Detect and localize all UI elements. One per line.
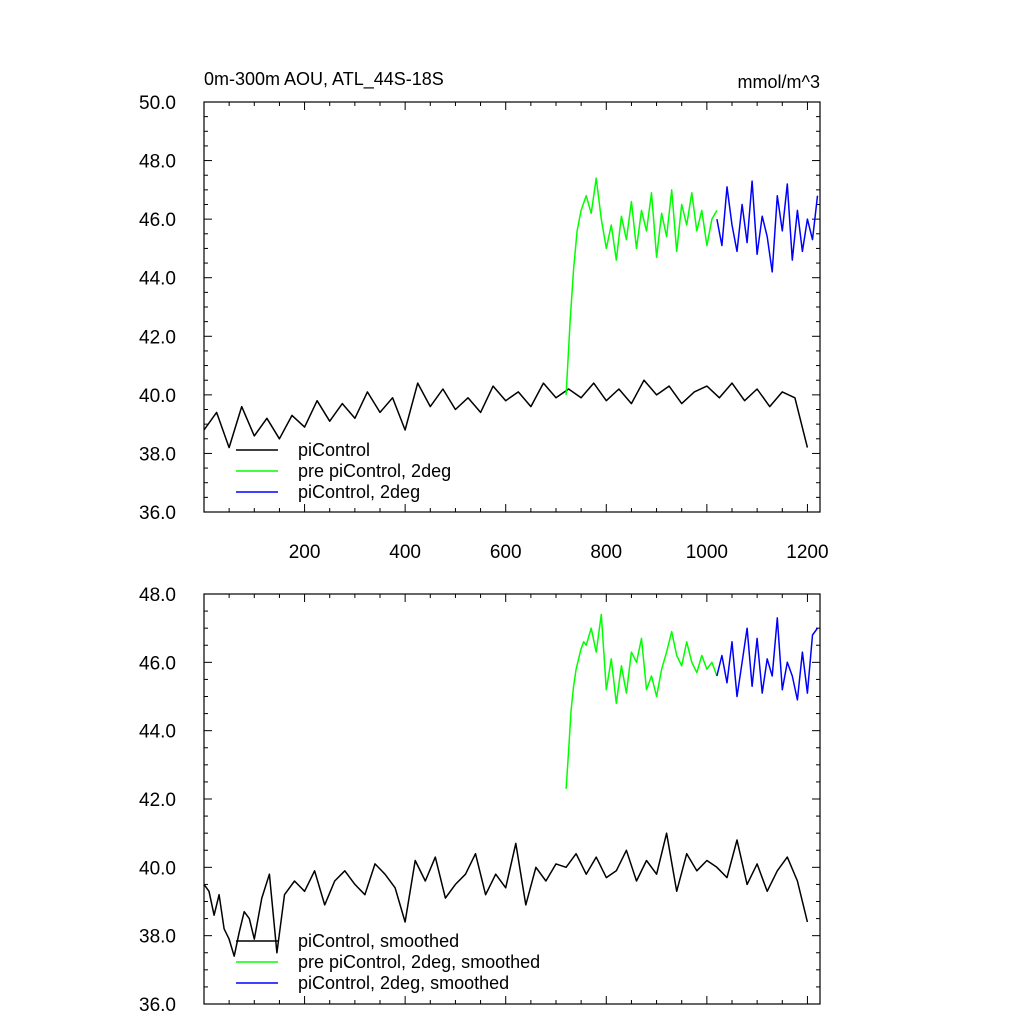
y-tick-label: 48.0 bbox=[139, 152, 176, 173]
x-tick-label: 800 bbox=[590, 542, 622, 563]
series-line-2 bbox=[565, 177, 718, 395]
y-tick-label: 40.0 bbox=[139, 858, 176, 879]
legend-label: piControl, 2deg, smoothed bbox=[298, 973, 509, 993]
legend-label: pre piControl, 2deg, smoothed bbox=[298, 952, 540, 972]
legend-label: pre piControl, 2deg bbox=[298, 461, 451, 481]
series-line-2 bbox=[565, 613, 718, 789]
legend-label: piControl bbox=[298, 440, 370, 460]
y-tick-label: 44.0 bbox=[139, 722, 176, 743]
y-tick-label: 36.0 bbox=[139, 995, 176, 1016]
chart-units: mmol/m^3 bbox=[738, 72, 820, 92]
x-tick-label: 1000 bbox=[686, 542, 728, 563]
x-tick-label: 200 bbox=[289, 542, 321, 563]
y-tick-label: 36.0 bbox=[139, 503, 176, 524]
y-tick-label: 42.0 bbox=[139, 327, 176, 348]
legend-label: piControl, smoothed bbox=[298, 931, 459, 951]
y-tick-label: 40.0 bbox=[139, 386, 176, 407]
legend-label: piControl, 2deg bbox=[298, 482, 420, 502]
y-tick-label: 48.0 bbox=[139, 585, 176, 606]
series-line-3 bbox=[716, 180, 819, 273]
x-tick-label: 1200 bbox=[786, 542, 828, 563]
chart-title: 0m-300m AOU, ATL_44S-18S bbox=[204, 69, 444, 90]
y-tick-label: 46.0 bbox=[139, 653, 176, 674]
plot-frame bbox=[203, 101, 821, 513]
y-tick-label: 42.0 bbox=[139, 790, 176, 811]
bottom-panel: 36.0 38.0 40.0 42.0 44.0 46.0 48.0 piControl, s… bbox=[139, 585, 821, 1016]
y-tick-label: 44.0 bbox=[139, 269, 176, 290]
series-line-1 bbox=[203, 832, 809, 957]
series-line-3 bbox=[716, 617, 819, 701]
x-tick-label: 400 bbox=[389, 542, 421, 563]
plot-frame bbox=[203, 593, 821, 1005]
y-tick-label: 38.0 bbox=[139, 927, 176, 948]
top-panel: 36.0 38.0 40.0 42.0 44.0 46.0 48.0 50.0 200 400 60… bbox=[139, 93, 829, 563]
y-tick-label: 38.0 bbox=[139, 444, 176, 465]
series-line-1 bbox=[203, 379, 809, 449]
x-tick-label: 600 bbox=[490, 542, 522, 563]
y-tick-label: 46.0 bbox=[139, 210, 176, 231]
y-tick-label: 50.0 bbox=[139, 93, 176, 114]
